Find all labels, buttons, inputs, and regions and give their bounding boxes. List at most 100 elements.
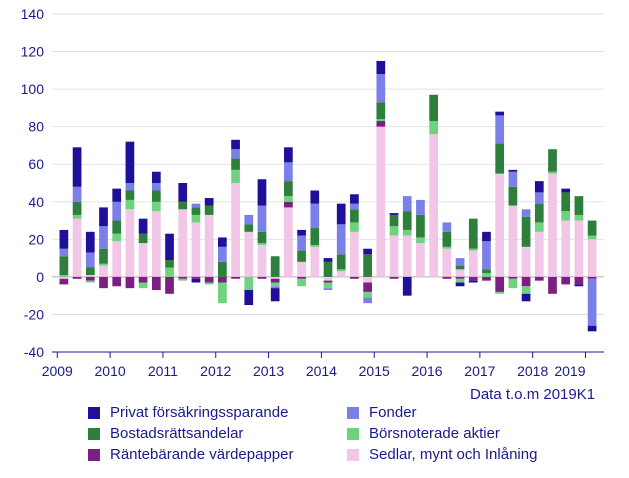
bar-segment bbox=[257, 231, 267, 244]
bar-segment bbox=[112, 241, 122, 277]
bar-segment bbox=[376, 126, 386, 277]
x-tick-label: 2012 bbox=[200, 363, 231, 379]
bar-segment bbox=[244, 231, 254, 277]
bar-segment bbox=[323, 258, 333, 262]
bar-segment bbox=[310, 246, 320, 277]
bar-segment bbox=[270, 276, 280, 279]
bar-segment bbox=[455, 265, 465, 270]
bar-segment bbox=[548, 171, 557, 174]
axes: -40 -20 0 20 40 60 80 100 120 140 2009 2010 2011 2012… bbox=[21, 6, 604, 379]
bar-segment bbox=[468, 280, 478, 283]
bar-segment bbox=[310, 228, 320, 245]
bar-segment bbox=[574, 276, 584, 285]
bar-segment bbox=[165, 276, 174, 294]
bar-segment bbox=[151, 171, 161, 183]
bar-segment bbox=[521, 246, 531, 277]
bar-segment bbox=[442, 222, 452, 232]
bar-segment bbox=[336, 224, 346, 255]
data-note: Data t.o.m 2019K1 bbox=[470, 386, 596, 403]
bar-segment bbox=[310, 244, 320, 247]
bar-segment bbox=[548, 173, 557, 277]
bar-segment bbox=[363, 248, 372, 255]
bar-segment bbox=[363, 282, 372, 292]
bar-segment bbox=[574, 284, 584, 287]
bar-segment bbox=[85, 231, 95, 253]
bar-segment bbox=[217, 237, 227, 247]
bar-segment bbox=[455, 269, 465, 277]
bar-segment bbox=[85, 252, 95, 268]
bar-segment bbox=[534, 231, 544, 277]
bar-segment bbox=[508, 278, 518, 289]
bar-segment bbox=[508, 171, 518, 187]
x-tick-label: 2015 bbox=[359, 363, 390, 379]
bar-segment bbox=[561, 211, 571, 221]
bar-segment bbox=[257, 243, 267, 245]
bar-segment bbox=[125, 276, 135, 289]
bar-segment bbox=[244, 290, 254, 306]
bar-segment bbox=[191, 207, 201, 215]
bar-segment bbox=[178, 209, 188, 277]
bar-segment bbox=[178, 201, 188, 210]
bar-segment bbox=[587, 235, 597, 240]
bar-segment bbox=[204, 214, 214, 277]
bar-segment bbox=[310, 190, 320, 204]
legend-label: Fonder bbox=[369, 404, 417, 421]
bar-segment bbox=[72, 218, 82, 277]
bar-segment bbox=[151, 190, 161, 202]
bar-segment bbox=[416, 243, 425, 277]
bar-segment bbox=[231, 139, 240, 150]
bar-segment bbox=[336, 254, 346, 270]
bar-segment bbox=[99, 265, 108, 277]
bar-segment bbox=[112, 276, 122, 287]
bar-segment bbox=[336, 271, 346, 277]
bar-segment bbox=[495, 291, 505, 294]
bar-segment bbox=[389, 235, 399, 277]
bar-segment bbox=[442, 248, 452, 277]
legend-swatch bbox=[347, 406, 359, 419]
bar-segment bbox=[138, 276, 148, 283]
bar-segment bbox=[257, 244, 267, 277]
bar-segment bbox=[59, 278, 69, 285]
bar-segment bbox=[587, 239, 597, 277]
x-tick-label: 2011 bbox=[148, 363, 178, 379]
bar-segment bbox=[72, 201, 82, 215]
bar-segment bbox=[151, 201, 161, 212]
bar-segment bbox=[350, 194, 359, 204]
legend-item-ranta: Räntebärande värdepapper bbox=[88, 446, 293, 463]
y-tick-label: 60 bbox=[28, 156, 44, 172]
bar-segment bbox=[244, 214, 254, 225]
bar-segment bbox=[217, 261, 227, 277]
bar-segment bbox=[402, 211, 412, 230]
bar-segment bbox=[402, 229, 412, 236]
bar-segment bbox=[59, 276, 69, 279]
bar-segment bbox=[336, 203, 346, 225]
bar-segment bbox=[534, 276, 544, 281]
bar-segment bbox=[482, 231, 491, 242]
bar-segment bbox=[482, 269, 491, 274]
bar-segment bbox=[191, 278, 201, 283]
bar-segment bbox=[363, 276, 372, 283]
bar-segment bbox=[521, 286, 531, 294]
y-tick-label: 40 bbox=[28, 194, 44, 210]
bar-segment bbox=[284, 147, 293, 163]
legend-item-privat: Privat försäkringssparande bbox=[88, 404, 288, 421]
bar-segment bbox=[587, 325, 597, 332]
bar-segment bbox=[310, 203, 320, 229]
bar-segment bbox=[350, 222, 359, 232]
bar-segment bbox=[284, 196, 293, 202]
bar-segment bbox=[323, 282, 333, 289]
bar-segment bbox=[363, 297, 372, 304]
bar-segment bbox=[204, 276, 214, 283]
bar-segment bbox=[138, 233, 148, 244]
grid-lines bbox=[52, 13, 604, 353]
bar-segment bbox=[112, 220, 122, 234]
bar-segment bbox=[270, 256, 280, 277]
bar-segment bbox=[442, 246, 452, 249]
bar-segment bbox=[389, 214, 399, 227]
bar-segment bbox=[191, 214, 201, 223]
legend-label: Privat försäkringssparande bbox=[110, 404, 289, 421]
legend-swatch bbox=[347, 448, 359, 461]
bar-segment bbox=[72, 186, 82, 202]
bar-segment bbox=[363, 254, 372, 277]
bar-segment bbox=[521, 209, 531, 217]
